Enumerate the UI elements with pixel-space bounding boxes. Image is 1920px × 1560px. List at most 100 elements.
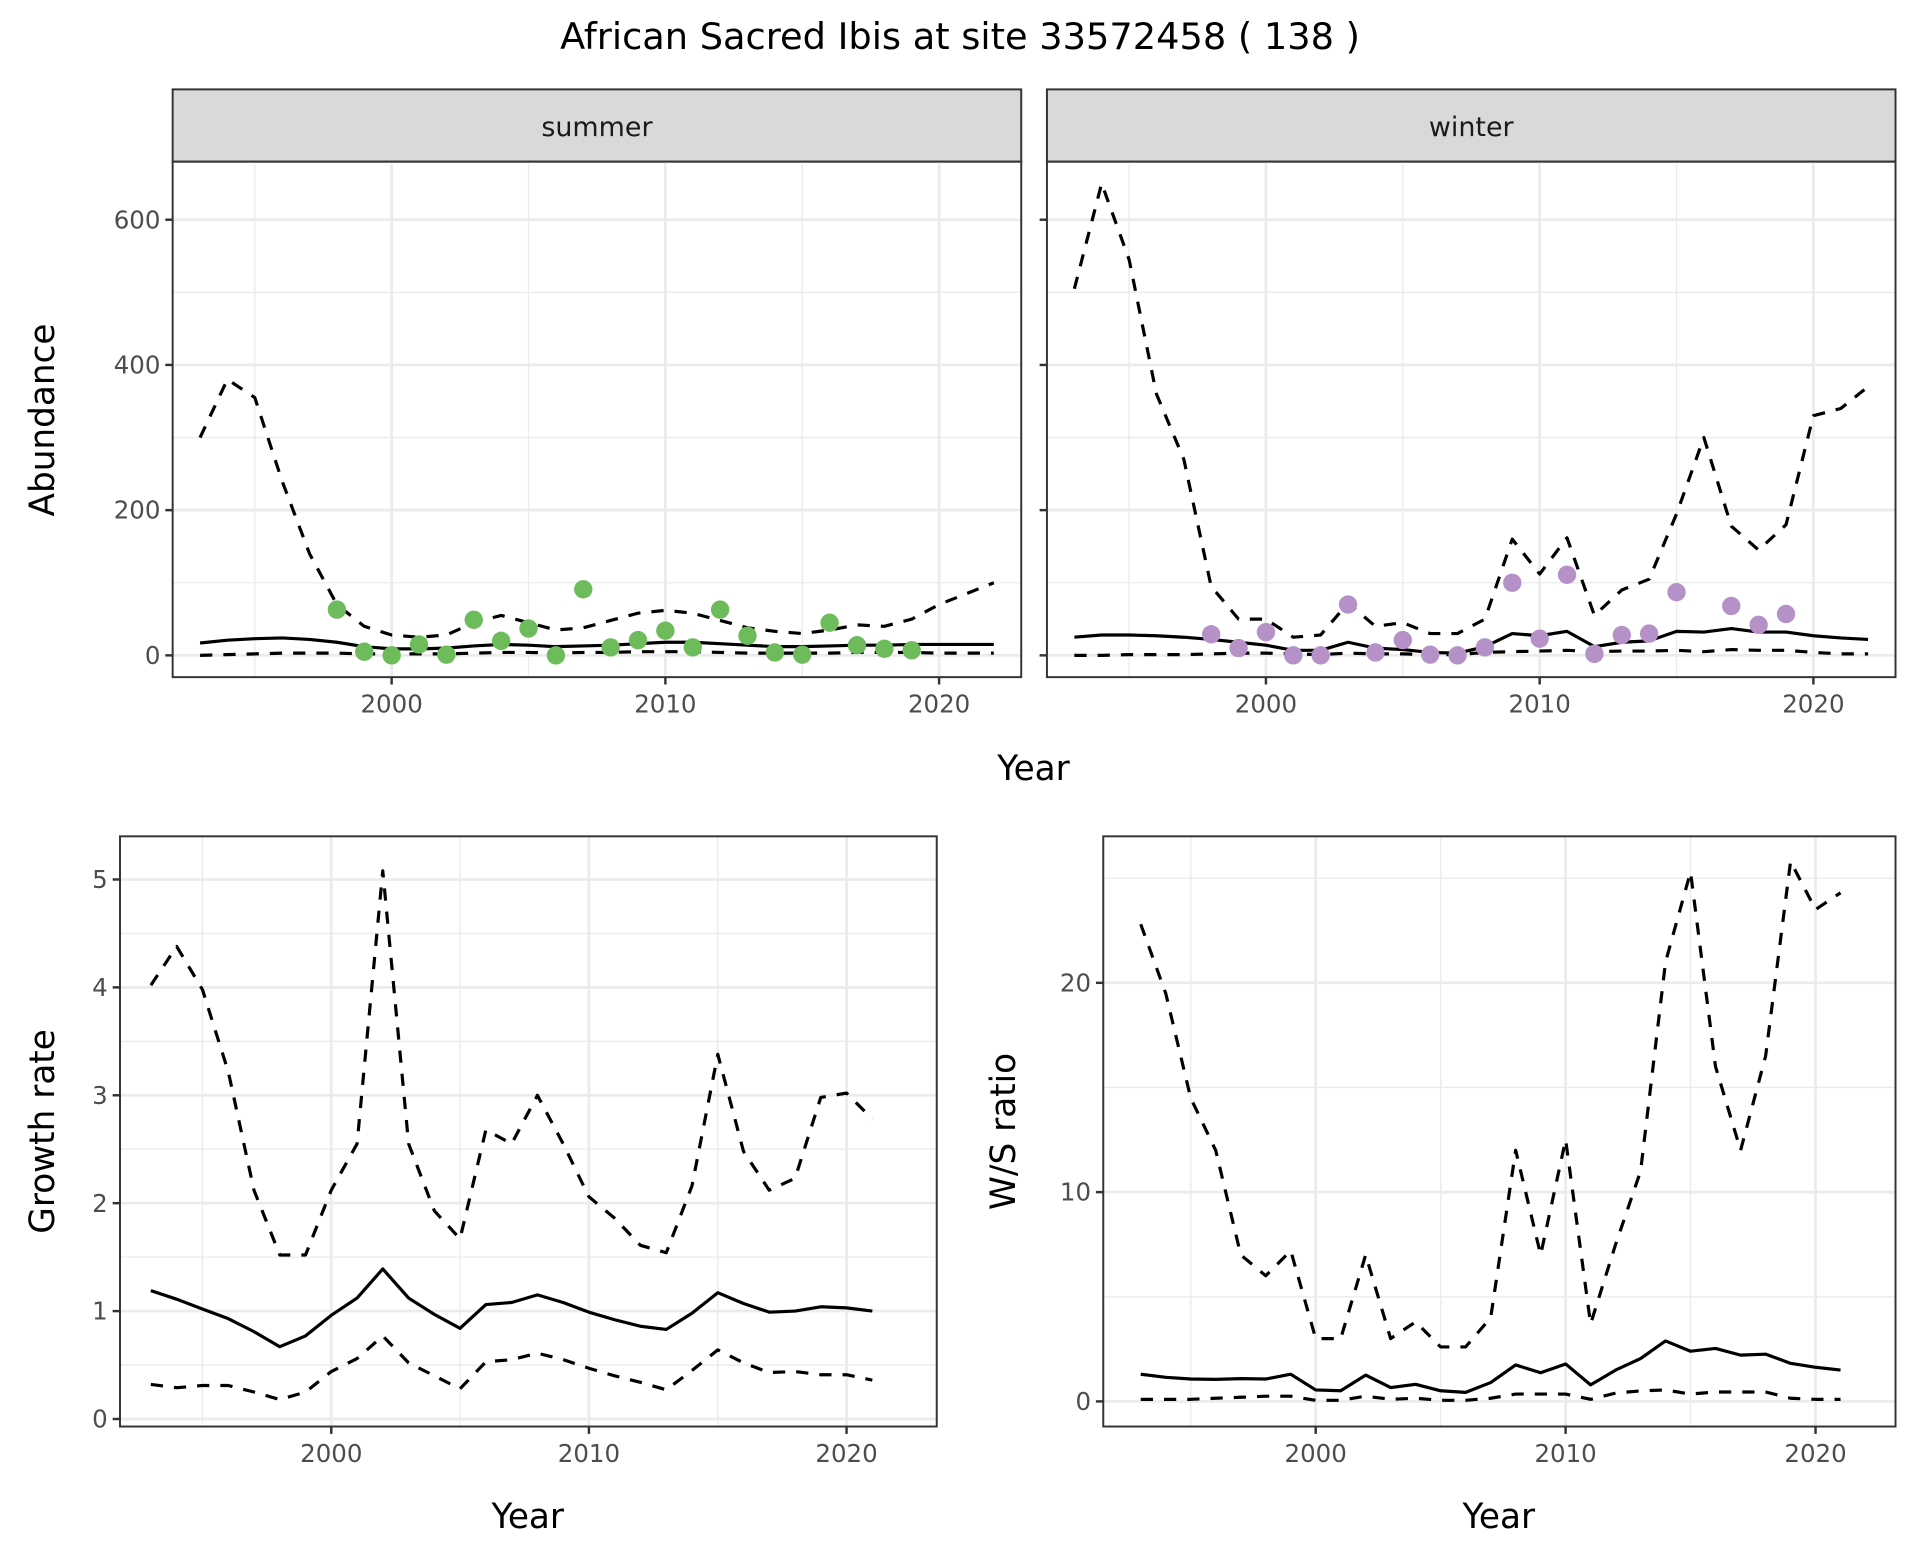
- observed-point: [628, 630, 648, 650]
- observed-point: [738, 626, 757, 645]
- x-tick-label: 2020: [815, 1439, 877, 1468]
- observed-point: [327, 600, 347, 619]
- panel-abundance-winter: winter 2000 2010 2020: [1039, 88, 1897, 719]
- panel-border-ws: [1102, 835, 1897, 1428]
- observed-point: [546, 646, 566, 665]
- panel-ws-ratio: 2000 2010 2020 0 10 20: [1060, 835, 1897, 1468]
- y-tick-label: 4: [92, 973, 108, 1002]
- observed-point: [409, 635, 429, 654]
- observed-point: [1749, 615, 1768, 635]
- panel-growth-rate: 2000 2010 2020 0 1 2 3 4 5: [92, 835, 938, 1468]
- observed-point: [820, 613, 839, 632]
- mean-line: [150, 1267, 873, 1349]
- observed-point: [1229, 638, 1248, 658]
- observed-point: [1722, 596, 1741, 616]
- y-tick-label: 0: [92, 1405, 108, 1434]
- lower-ci-line: [1140, 1388, 1841, 1402]
- growth-y-axis-title: Growth rate: [23, 1029, 63, 1234]
- panel-border-summer: [171, 160, 1023, 679]
- series-ws: [1139, 859, 1842, 1402]
- grid-growth: [120, 836, 937, 1427]
- observed-point: [1393, 630, 1412, 650]
- series-growth: [149, 869, 874, 1402]
- strip-winter: [1045, 88, 1897, 163]
- panel-abundance-summer: summer 2000 2010 2020 0 200 400 600: [114, 88, 1023, 719]
- observed-point: [1420, 645, 1440, 664]
- x-tick-label: 2010: [1534, 1439, 1596, 1468]
- x-tick-label: 2020: [908, 690, 970, 719]
- y-tick-label: 0: [145, 641, 161, 670]
- observed-point: [1776, 604, 1796, 624]
- observed-point: [1557, 565, 1577, 584]
- x-tick-label: 2000: [1235, 690, 1297, 719]
- upper-ci-line: [149, 869, 874, 1257]
- y-tick-label: 400: [114, 351, 161, 380]
- observed-point: [1256, 622, 1276, 642]
- strip-summer: [171, 88, 1023, 163]
- axes-summer: 2000 2010 2020 0 200 400 600: [114, 205, 971, 718]
- ws-y-axis-title: W/S ratio: [984, 1053, 1024, 1210]
- observed-point: [382, 646, 401, 665]
- x-tick-label: 2000: [360, 690, 422, 719]
- chart-title: African Sacred Ibis at site 33572458 ( 1…: [560, 15, 1360, 58]
- abundance-y-axis-title: Abundance: [23, 323, 63, 516]
- observed-point: [1338, 595, 1358, 614]
- x-tick-label: 2020: [1784, 1439, 1846, 1468]
- y-tick-label: 200: [114, 496, 161, 525]
- growth-x-axis-title: Year: [490, 1497, 564, 1537]
- grid-summer: [172, 161, 1022, 678]
- observed-point: [574, 580, 593, 599]
- panel-border-growth: [119, 835, 938, 1428]
- x-tick-label: 2000: [300, 1439, 362, 1468]
- observed-point: [875, 639, 894, 659]
- upper-ci-line: [198, 377, 995, 639]
- upper-ci-line: [1072, 181, 1870, 639]
- observed-point: [355, 642, 374, 661]
- observed-point: [847, 636, 867, 655]
- axes-winter: 2000 2010 2020: [1039, 218, 1845, 719]
- grid-ws: [1103, 836, 1896, 1427]
- observed-point: [1585, 644, 1604, 664]
- observed-point: [1639, 624, 1659, 643]
- observed-point: [902, 641, 921, 660]
- observed-point: [1475, 638, 1495, 657]
- x-tick-label: 2020: [1782, 690, 1844, 719]
- observed-point: [793, 645, 812, 664]
- mean-line: [1140, 1339, 1841, 1394]
- observed-point: [519, 619, 538, 638]
- observed-point: [1201, 625, 1221, 644]
- observed-point: [1667, 583, 1686, 602]
- observed-point: [656, 621, 675, 640]
- observed-point: [765, 643, 785, 662]
- y-tick-label: 0: [1075, 1387, 1091, 1416]
- observed-point: [1612, 625, 1631, 645]
- observed-point: [1311, 646, 1330, 665]
- axes-ws: 2000 2010 2020 0 10 20: [1060, 968, 1847, 1468]
- observed-point: [491, 631, 511, 651]
- axes-growth: 2000 2010 2020 0 1 2 3 4 5: [92, 865, 878, 1468]
- strip-label-summer: summer: [541, 112, 653, 143]
- upper-ci-line: [1139, 859, 1842, 1349]
- y-tick-label: 600: [114, 205, 161, 234]
- panel-border-winter: [1045, 160, 1897, 679]
- x-tick-label: 2010: [1509, 690, 1571, 719]
- observed-point: [1448, 646, 1467, 665]
- observed-point: [1530, 629, 1549, 648]
- x-tick-label: 2000: [1285, 1439, 1347, 1468]
- y-tick-label: 3: [92, 1081, 108, 1110]
- y-tick-label: 20: [1060, 968, 1091, 997]
- observed-point: [683, 638, 702, 657]
- strip-label-winter: winter: [1429, 112, 1515, 143]
- observed-point: [464, 610, 483, 629]
- observed-point: [437, 645, 456, 664]
- lower-ci-line: [150, 1334, 873, 1402]
- y-tick-label: 5: [92, 865, 108, 894]
- observed-point: [1503, 573, 1522, 592]
- x-tick-label: 2010: [558, 1439, 620, 1468]
- lower-ci-line: [1074, 648, 1869, 657]
- observed-point: [601, 638, 620, 657]
- observed-point: [710, 600, 730, 619]
- y-tick-label: 1: [92, 1297, 108, 1326]
